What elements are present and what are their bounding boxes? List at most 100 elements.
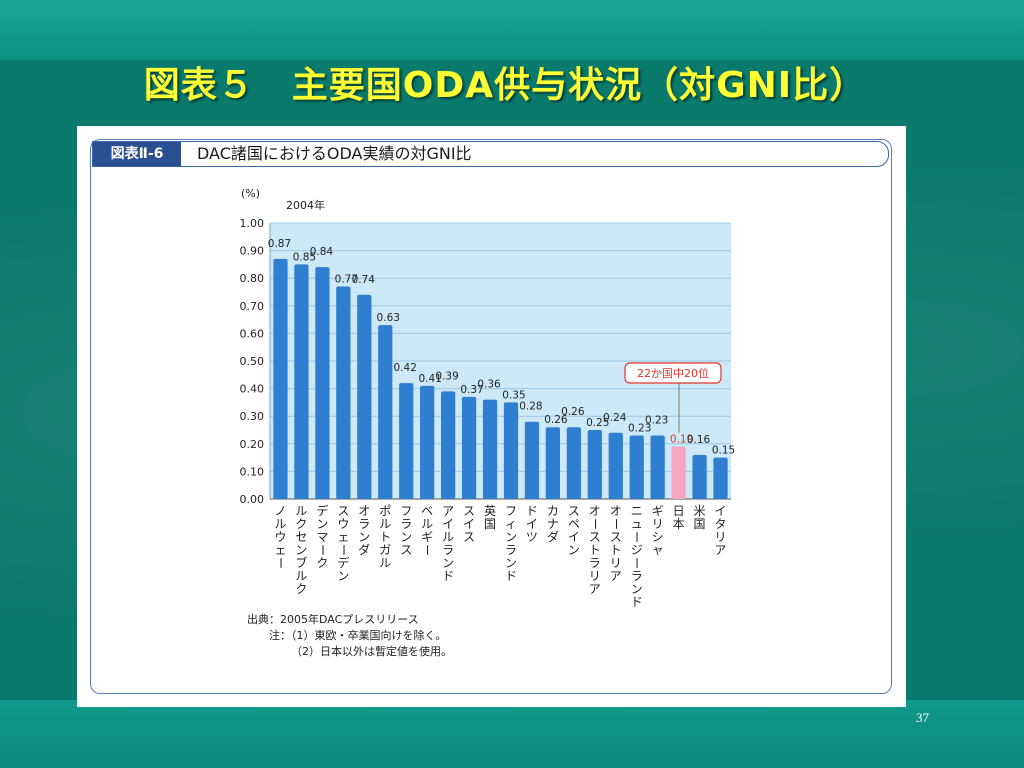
y-tick-label: 0.20 <box>240 438 265 451</box>
category-label-char: ル <box>295 569 307 583</box>
category-label-char: ウ <box>337 517 349 531</box>
category-label-char: 米 <box>694 504 706 518</box>
category-label-char: ン <box>568 543 580 557</box>
category-label-char: イ <box>463 517 475 531</box>
y-tick-label: 0.50 <box>240 355 265 368</box>
category-label-char: ン <box>295 543 307 557</box>
category-label-char: ン <box>358 530 370 544</box>
category-label-char: ト <box>610 543 622 557</box>
bar <box>336 286 351 499</box>
category-label-char: ナ <box>547 517 559 531</box>
value-label: 0.26 <box>544 414 568 426</box>
figure-header: 図表Ⅱ-6 DAC諸国におけるODA実績の対GNI比 <box>92 141 889 167</box>
value-label: 0.85 <box>293 251 316 263</box>
category-label-char: ス <box>568 504 580 518</box>
value-label: 0.87 <box>268 238 291 250</box>
category-label-char: デ <box>316 503 328 518</box>
category-label-char: ギ <box>421 530 433 544</box>
category-label-char: ス <box>589 530 601 544</box>
top-band <box>0 0 1024 60</box>
category-label-char: オ <box>358 504 370 518</box>
category-label-char: ン <box>337 569 349 583</box>
category-label-char: ン <box>505 530 517 544</box>
category-label-char: ド <box>526 504 538 518</box>
bar <box>440 391 456 499</box>
value-label: 0.25 <box>586 417 609 429</box>
category-label-char: ノ <box>274 504 286 518</box>
bar <box>608 432 623 499</box>
bar <box>587 430 602 499</box>
figure-frame <box>90 139 892 694</box>
category-label-char: ベ <box>421 504 433 518</box>
bar <box>545 427 561 499</box>
category-label-char: ス <box>463 504 475 518</box>
category-label-char: タ <box>715 517 727 531</box>
y-tick-label: 1.00 <box>240 217 265 230</box>
category-label-char: ア <box>442 504 454 518</box>
value-label: 0.24 <box>603 412 627 424</box>
category-label-char: リ <box>652 517 664 531</box>
category-label-char: ー <box>609 518 623 530</box>
category-label-char: ラ <box>631 569 643 583</box>
category-label-char: イ <box>568 530 580 544</box>
category-label-char: シ <box>652 530 664 544</box>
y-axis-label: (%) <box>241 187 260 200</box>
y-tick-label: 0.90 <box>240 245 265 258</box>
category-label-char: 国 <box>694 517 706 531</box>
y-tick-label: 0.60 <box>240 327 265 340</box>
bottom-band <box>0 700 1024 768</box>
y-tick-label: 0.40 <box>240 383 265 396</box>
category-label-char: ー <box>315 544 329 556</box>
source-text: 出典：2005年DACプレスリリース <box>247 613 419 626</box>
annotation-box <box>624 362 722 384</box>
value-label: 0.63 <box>377 312 400 324</box>
value-label: 0.19 <box>670 434 693 446</box>
category-label-char: ン <box>316 517 328 531</box>
category-label-char: イ <box>526 517 538 531</box>
category-label-char: ン <box>400 530 412 544</box>
category-label-char: ラ <box>442 543 454 557</box>
category-label-char: 日 <box>673 504 685 518</box>
category-label-char: ュ <box>631 517 643 531</box>
category-label-char: ア <box>610 569 622 583</box>
bar <box>378 325 393 499</box>
slide-title: 図表５ 主要国ODA供与状況（対GNI比） <box>143 65 867 106</box>
bar <box>650 435 665 499</box>
category-label-char: ジ <box>631 543 643 557</box>
category-label-char: ブ <box>295 555 307 570</box>
category-label-char: ン <box>442 556 454 570</box>
category-label-char: ラ <box>589 556 601 570</box>
category-label-char: 国 <box>484 517 496 531</box>
category-label-char: ー <box>336 544 350 556</box>
category-label-char: ポ <box>379 504 391 518</box>
category-label-char: イ <box>715 504 727 518</box>
category-label-char: ル <box>379 556 391 570</box>
category-label-char: 英 <box>484 504 496 518</box>
source-notes: 出典：2005年DACプレスリリース 注：（1）東欧・卒業国向けを除く。 （2）… <box>247 612 452 660</box>
category-label-char: ャ <box>652 543 664 557</box>
value-label: 0.41 <box>418 373 441 385</box>
category-label-char: ス <box>463 530 475 544</box>
bar <box>315 267 330 499</box>
category-label-char: ー <box>420 544 434 556</box>
category-label-char: リ <box>610 556 622 570</box>
bar <box>713 457 728 499</box>
category-label-char: ク <box>295 582 307 596</box>
bar-highlight <box>671 446 686 499</box>
category-label-char: ス <box>337 504 349 518</box>
bar <box>524 421 540 499</box>
figure-tag: 図表Ⅱ-6 <box>93 142 181 166</box>
value-label: 0.36 <box>477 379 501 391</box>
category-label-char: ン <box>631 582 643 596</box>
value-label: 0.37 <box>460 384 483 396</box>
y-tick-label: 0.80 <box>240 272 265 285</box>
category-label-char: ル <box>274 517 286 531</box>
category-label-char: オ <box>589 504 601 518</box>
category-label-char: ギ <box>652 504 664 518</box>
y-tick-label: 0.70 <box>240 300 265 313</box>
bar <box>482 399 498 499</box>
page-number: 37 <box>916 710 929 725</box>
category-label-char: カ <box>547 504 559 518</box>
category-label-char: ト <box>379 530 391 544</box>
category-label-char: ル <box>295 504 307 518</box>
